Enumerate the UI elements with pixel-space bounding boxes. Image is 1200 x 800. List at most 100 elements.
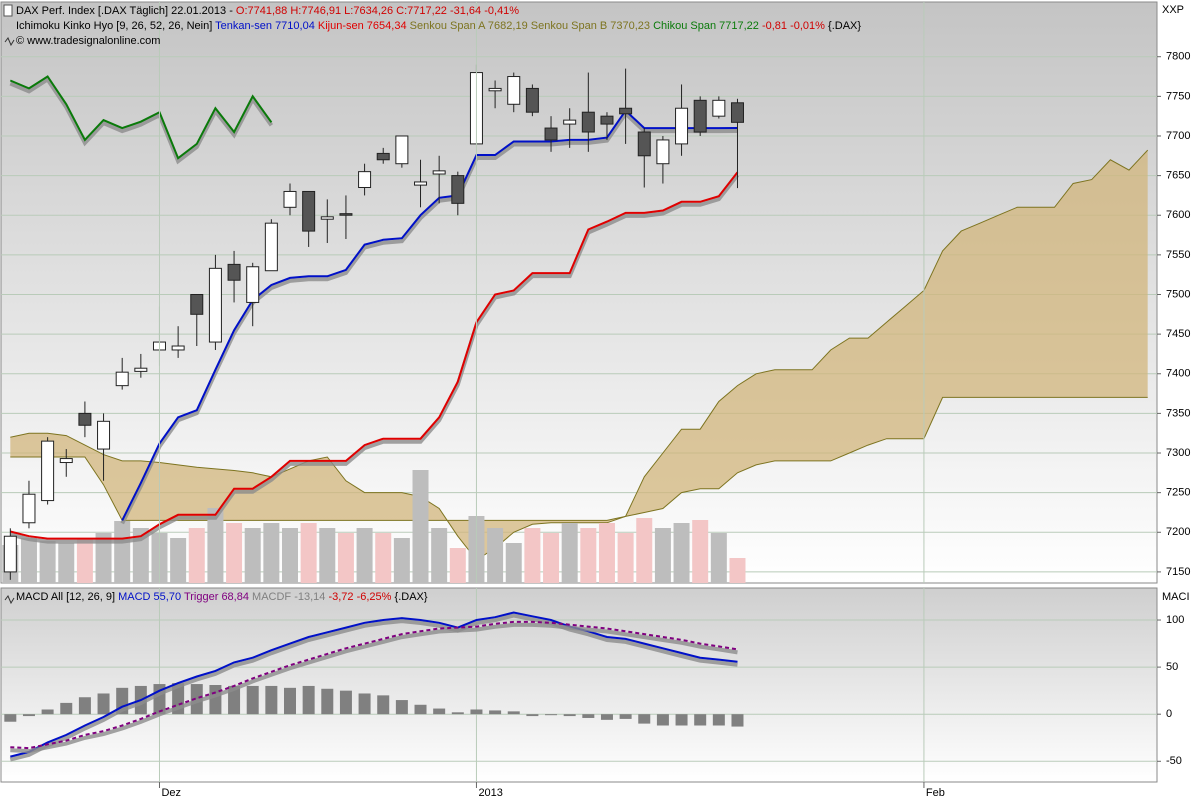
header-item: {.DAX} [395, 591, 428, 603]
indicator-icon [4, 37, 15, 47]
histogram-bar [228, 685, 241, 715]
candle-body [395, 135, 409, 165]
y-tick-label: 0 [1166, 708, 1172, 720]
candle-body [600, 115, 614, 125]
candle-body [488, 87, 502, 92]
header-item: MACD 55,70 [118, 591, 181, 603]
header-item: Trigger 68,84 [184, 591, 249, 603]
histogram-bar [246, 685, 259, 715]
y-tick-label: 50 [1166, 661, 1178, 673]
series-line [9, 75, 273, 160]
histogram-bar [284, 687, 296, 715]
histogram-bar [321, 688, 334, 715]
volume-bar [319, 528, 336, 583]
volume-bar [431, 528, 448, 583]
y-tick-label: 7650 [1166, 170, 1190, 182]
volume-bar [132, 528, 149, 583]
y-tick-label: 100 [1166, 614, 1184, 626]
series-line [10, 620, 738, 750]
histogram-bar [619, 714, 632, 719]
y-tick-label: 7600 [1166, 209, 1190, 221]
header-item: -3,72 -6,25% [328, 591, 391, 603]
line-shadow [9, 76, 274, 165]
histogram-bar [545, 714, 558, 716]
header-item: MACDF -13,14 [252, 591, 325, 603]
histogram-bar [265, 685, 278, 715]
histogram-bar [433, 708, 446, 715]
histogram-bar [22, 714, 35, 717]
y-tick-label: 7400 [1166, 368, 1190, 380]
y-tick-label: 7550 [1166, 249, 1190, 261]
candle-body [712, 99, 726, 117]
header-item: Ichimoku Kinko Hyo [9, 26, 52, 26, Nein] [16, 20, 212, 32]
volume-bar [543, 533, 560, 583]
x-tick-label: Feb [926, 787, 945, 799]
histogram-bar [675, 714, 688, 726]
series-line [10, 171, 739, 540]
candle-body [302, 190, 316, 232]
candle-body [208, 267, 222, 343]
candle-body [451, 175, 465, 204]
line-shadow [120, 110, 738, 525]
header-item: {.DAX} [828, 20, 861, 32]
axis-label: MACI [1162, 591, 1190, 603]
histogram-bar [377, 695, 390, 715]
histogram-bar [358, 693, 371, 715]
x-tick-label: 2013 [478, 787, 502, 799]
x-tick-label: Dez [161, 787, 181, 799]
histogram-bar [60, 702, 73, 715]
volume-bar [710, 533, 727, 583]
candle-body [227, 263, 241, 281]
overlay: 7150 7200 7250 7300 7350 7400 7450 7500 7550 7600… [3, 4, 1190, 799]
histogram-bar [638, 714, 651, 724]
series-line [10, 396, 1148, 521]
axis-label: XXP [1162, 4, 1184, 16]
histogram-bar [97, 693, 110, 715]
header-item: MACD All [12, 26, 9] [16, 591, 115, 603]
volume-bar [356, 528, 373, 583]
macd-plot [1, 588, 1157, 782]
histogram-bar [451, 712, 464, 715]
candle-body [22, 493, 36, 524]
copyright: © www.tradesignalonline.com [16, 35, 160, 47]
volume-bar [207, 508, 224, 583]
candle-body [376, 152, 390, 161]
volume-bar [524, 528, 541, 583]
histogram-bar [414, 704, 427, 715]
candle-body [637, 131, 651, 157]
volume-bar [673, 523, 690, 583]
histogram-bar [507, 711, 520, 715]
histogram-bar [339, 690, 352, 715]
histogram-bar [4, 714, 17, 722]
volume-bar [39, 541, 56, 583]
candle-body [3, 535, 17, 573]
candle-body [730, 102, 744, 123]
line-shadow [9, 613, 738, 762]
volume-bar [449, 548, 466, 583]
candle-body [507, 76, 521, 105]
histogram-bar [526, 714, 539, 717]
y-tick-label: 7250 [1166, 487, 1190, 499]
histogram-bar [41, 709, 54, 715]
series-line [10, 611, 738, 758]
volume-bar [393, 538, 410, 583]
volume-bar [487, 528, 504, 583]
y-tick-label: 7350 [1166, 407, 1190, 419]
series-line [121, 109, 738, 521]
candle-body [525, 87, 539, 113]
histogram-bar [712, 714, 725, 726]
volume-bar [170, 538, 187, 583]
candle-body [41, 440, 55, 502]
symbol-icon [3, 4, 13, 17]
series-line [10, 149, 1149, 561]
histogram-bar [116, 687, 129, 715]
histogram-bar [600, 714, 613, 720]
volume-bar [561, 523, 578, 583]
candle-body [563, 119, 577, 125]
histogram-bar [395, 700, 408, 715]
histogram-bar [209, 685, 222, 715]
candle-body [581, 111, 595, 133]
volume-bar [654, 528, 671, 583]
volume-bar [729, 558, 746, 583]
y-tick-label: 7500 [1166, 288, 1190, 300]
